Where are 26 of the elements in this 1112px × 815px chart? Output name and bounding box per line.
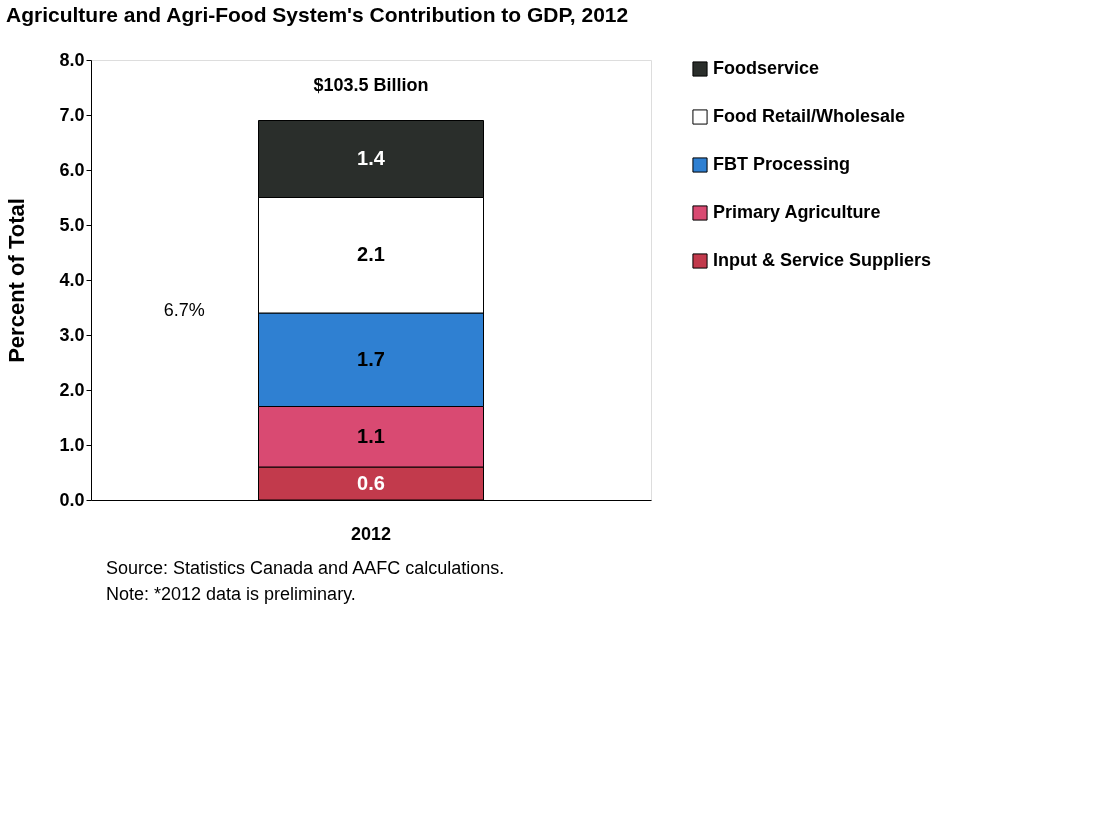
data-label: 0.6 xyxy=(357,471,385,494)
legend-label: Input & Service Suppliers xyxy=(713,250,932,270)
data-label: 1.4 xyxy=(357,147,386,169)
source-note: Source: Statistics Canada and AAFC calculations. xyxy=(106,558,505,578)
y-axis-title: Percent of Total xyxy=(4,198,30,363)
y-tick-label: 3.0 xyxy=(59,324,85,345)
y-tick-label: 5.0 xyxy=(59,214,85,235)
y-tick-label: 0.0 xyxy=(59,489,85,510)
y-tick-label: 2.0 xyxy=(59,379,85,400)
y-tick-label: 8.0 xyxy=(59,49,85,70)
y-tick-label: 1.0 xyxy=(59,434,85,455)
y-tick-label: 6.0 xyxy=(59,159,85,180)
data-label: 1.1 xyxy=(357,424,385,447)
legend-label: Primary Agriculture xyxy=(713,202,881,222)
legend-label: Foodservice xyxy=(713,58,820,78)
y-tick-label: 4.0 xyxy=(59,269,85,290)
x-tick-label: 2012 xyxy=(350,523,392,544)
legend-label: Food Retail/Wholesale xyxy=(713,106,906,126)
data-label: 2.1 xyxy=(357,243,385,266)
y-tick-label: 7.0 xyxy=(59,104,85,125)
legend-label: FBT Processing xyxy=(713,154,851,174)
annotation: $103.5 Billion xyxy=(313,75,429,96)
text: Note: *2012 data is preliminary. xyxy=(106,584,356,604)
chart-title: Agriculture and Agri-Food System's Contribution to GDP, 2012 xyxy=(5,3,629,26)
data-label: 1.7 xyxy=(357,347,385,370)
annotation: 6.7% xyxy=(163,299,205,320)
